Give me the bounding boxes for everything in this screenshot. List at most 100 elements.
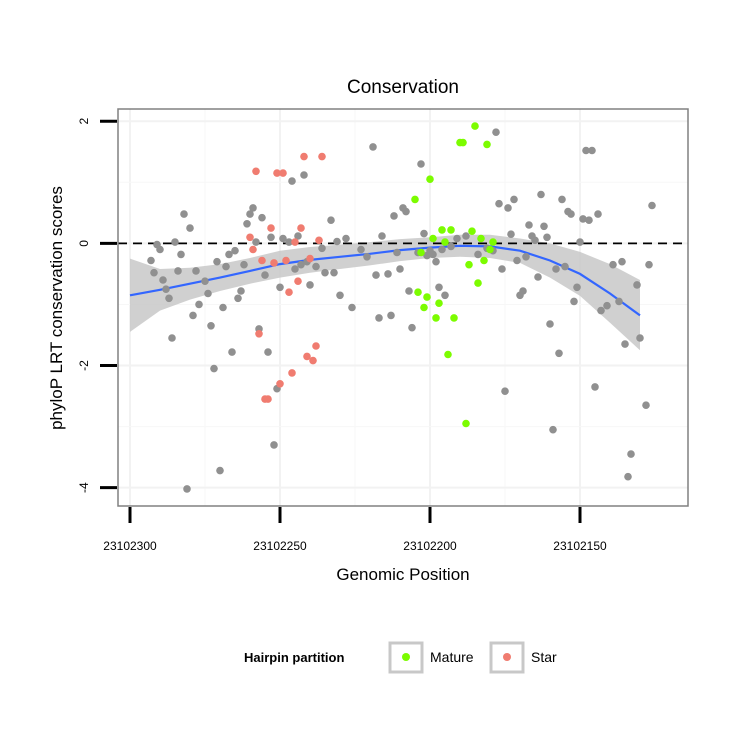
mature-point (420, 303, 428, 312)
other-point (228, 348, 236, 356)
mature-point (468, 227, 476, 235)
mature-point (444, 350, 452, 359)
other-point (501, 387, 509, 396)
other-point (609, 260, 617, 269)
other-point (510, 195, 518, 204)
other-point (588, 146, 596, 155)
mature-point (465, 260, 473, 269)
other-point (261, 271, 269, 279)
other-point (378, 232, 386, 240)
star-point (282, 256, 290, 265)
y-tick-label: 2 (77, 118, 91, 125)
other-point (417, 160, 425, 168)
mature-point (462, 419, 470, 428)
other-point (546, 320, 554, 328)
other-point (402, 207, 410, 216)
other-point (375, 314, 383, 322)
other-point (408, 323, 416, 332)
x-tick-label: 23102250 (253, 539, 307, 553)
x-tick-label: 23102150 (553, 539, 607, 553)
other-point (495, 199, 503, 208)
mature-point (411, 195, 419, 204)
star-point (315, 236, 323, 245)
smooth-curve (129, 244, 641, 317)
confidence-band (130, 234, 640, 351)
other-point (507, 230, 515, 238)
other-point (447, 242, 455, 251)
other-point (192, 267, 200, 275)
other-point (342, 234, 350, 243)
other-point (648, 201, 656, 210)
other-point (207, 322, 215, 330)
other-point (300, 171, 308, 179)
star-point (246, 233, 254, 242)
other-point (621, 340, 629, 348)
other-point (642, 401, 650, 410)
other-point (462, 232, 470, 240)
other-point (327, 216, 335, 224)
mature-point (483, 140, 491, 149)
mature-point (414, 288, 422, 297)
other-point (615, 297, 623, 306)
legend-title: Hairpin partition (244, 650, 344, 665)
other-point (594, 210, 602, 218)
star-point (285, 288, 293, 297)
other-point (627, 450, 635, 458)
loess-line (129, 244, 641, 317)
mature-point (441, 238, 449, 246)
mature-point (426, 175, 434, 183)
other-point (231, 246, 239, 255)
other-point (567, 210, 575, 218)
other-point (264, 348, 272, 356)
star-point (267, 224, 275, 232)
other-point (357, 245, 365, 254)
star-point (306, 254, 314, 263)
other-point (618, 257, 626, 266)
legend-dot-star (503, 653, 511, 661)
other-point (363, 252, 371, 261)
other-point (549, 425, 557, 434)
other-point (159, 276, 167, 284)
other-point (249, 204, 257, 212)
other-point (276, 283, 284, 292)
other-point (162, 285, 170, 294)
other-point (312, 262, 320, 271)
x-axis-title: Genomic Position (336, 565, 469, 584)
other-point (543, 233, 551, 242)
other-point (258, 213, 266, 222)
other-point (183, 485, 191, 493)
star-point (318, 152, 326, 161)
other-point (213, 257, 221, 266)
star-point (273, 169, 281, 177)
other-point (240, 260, 248, 269)
other-point (558, 195, 566, 204)
other-point (321, 268, 329, 277)
star-point (300, 152, 308, 161)
mature-point (423, 293, 431, 301)
other-point (420, 229, 428, 238)
other-point (390, 212, 398, 220)
legend-label-mature: Mature (430, 649, 474, 665)
other-point (540, 222, 548, 231)
star-point (249, 245, 257, 254)
mature-point (489, 238, 497, 246)
other-point (333, 237, 341, 246)
other-point (165, 294, 173, 303)
other-point (591, 383, 599, 391)
other-point (396, 265, 404, 273)
y-tick-label: 0 (77, 240, 91, 247)
other-point (492, 128, 500, 136)
other-point (195, 300, 203, 309)
other-point (387, 311, 395, 320)
other-point (237, 287, 245, 295)
mature-point (417, 248, 425, 257)
other-point (369, 143, 377, 151)
other-point (453, 234, 461, 243)
other-point (279, 234, 287, 243)
y-axis: -4 -2 0 2 (77, 118, 117, 493)
other-point (432, 257, 440, 266)
star-point (276, 380, 284, 388)
other-point (393, 248, 401, 257)
other-point (372, 271, 380, 279)
